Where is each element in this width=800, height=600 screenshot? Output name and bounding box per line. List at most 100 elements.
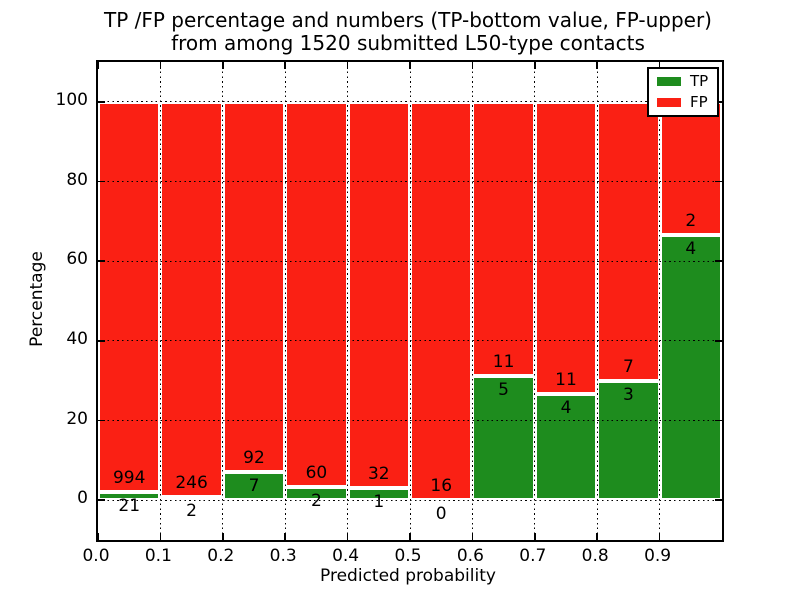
y-tick-mark xyxy=(98,340,105,342)
bar-segment-fp xyxy=(160,101,223,497)
bar-tp-count: 4 xyxy=(560,397,572,418)
bar-segment-tp xyxy=(597,380,660,501)
x-tick-mark xyxy=(409,533,411,540)
bar-segment-tp xyxy=(285,487,348,501)
x-tick-mark xyxy=(159,533,162,540)
gridline-x xyxy=(159,62,161,540)
bar-tp-count: 4 xyxy=(685,238,697,259)
legend-swatch-tp xyxy=(657,77,681,86)
bar-segment-fp xyxy=(410,101,473,501)
x-tick-mark xyxy=(346,533,349,540)
x-tick-mark-top xyxy=(596,62,598,69)
bar-segment-tp xyxy=(347,488,410,501)
chart-title-line1: TP /FP percentage and numbers (TP-bottom… xyxy=(104,8,712,32)
bar-tp-count: 2 xyxy=(310,491,322,512)
bar-fp-count: 2 xyxy=(685,210,697,231)
x-tick-mark-top xyxy=(346,62,349,69)
y-tick-label: 20 xyxy=(66,408,88,429)
y-tick-mark-right xyxy=(715,180,722,183)
x-tick-mark-top xyxy=(658,62,661,69)
x-tick-label: 0.3 xyxy=(269,546,297,566)
bar-segment-tp xyxy=(472,375,535,501)
x-tick-mark-top xyxy=(159,62,162,69)
bar-segment-fp xyxy=(659,101,722,235)
x-tick-mark-top xyxy=(534,62,536,69)
x-tick-mark xyxy=(284,533,286,540)
bar-tp-count: 3 xyxy=(622,384,634,405)
x-tick-mark xyxy=(471,533,474,540)
y-tick-mark xyxy=(98,180,105,183)
gridline-x xyxy=(284,62,286,540)
x-tick-mark-top xyxy=(409,62,411,69)
y-axis-title: Percentage xyxy=(27,251,47,347)
gridline-x xyxy=(222,62,224,540)
legend-label-fp: FP xyxy=(690,93,708,111)
x-tick-mark-top xyxy=(222,62,224,69)
y-tick-mark-right xyxy=(715,340,722,342)
bar-tp-count: 7 xyxy=(248,476,260,496)
x-tick-mark xyxy=(658,533,661,540)
bar-fp-count: 16 xyxy=(430,476,453,497)
bar-tp-count: 1 xyxy=(373,492,385,513)
bar-fp-count: 994 xyxy=(112,467,146,488)
bar-fp-count: 11 xyxy=(555,369,577,390)
x-tick-label: 0.9 xyxy=(644,546,672,566)
bar-segment-fp xyxy=(285,101,348,488)
bar-fp-count: 7 xyxy=(622,356,634,377)
x-tick-label: 0.2 xyxy=(207,546,235,566)
bar-segment-tp xyxy=(534,393,598,501)
x-tick-mark xyxy=(97,533,99,540)
bar-segment-tp xyxy=(659,234,722,501)
y-tick-mark xyxy=(98,419,105,422)
bar-segment-fp xyxy=(98,101,161,492)
bar-tp-count: 0 xyxy=(435,504,447,525)
legend-item-tp: TP xyxy=(657,74,708,89)
y-tick-mark-right xyxy=(715,260,722,262)
y-tick-label: 0 xyxy=(77,488,88,509)
gridline-x xyxy=(471,62,473,540)
x-tick-label: 0.0 xyxy=(82,546,110,566)
x-axis-title: Predicted probability xyxy=(320,566,496,586)
legend-label-tp: TP xyxy=(690,72,709,90)
bar-segment-fp xyxy=(597,101,660,381)
bar-tp-count: 5 xyxy=(498,379,509,400)
x-tick-label: 0.7 xyxy=(519,546,547,566)
x-tick-label: 0.4 xyxy=(332,546,360,566)
x-tick-mark xyxy=(534,533,536,540)
legend-item-fp: FP xyxy=(657,95,708,110)
bar-segment-fp xyxy=(472,101,535,376)
x-tick-mark-top xyxy=(471,62,474,69)
gridline-x xyxy=(659,62,661,540)
legend: TP FP xyxy=(647,67,720,117)
x-tick-mark-top xyxy=(284,62,286,69)
gridline-x xyxy=(347,62,349,540)
y-tick-mark-right xyxy=(715,419,722,422)
gridline-x xyxy=(534,62,536,540)
y-tick-label: 60 xyxy=(66,249,88,270)
bar-fp-count: 11 xyxy=(492,351,515,372)
bar-segment-fp xyxy=(222,101,286,472)
bar-segment-fp xyxy=(347,101,410,489)
bar-fp-count: 246 xyxy=(175,472,208,493)
x-tick-mark xyxy=(222,533,224,540)
y-tick-label: 40 xyxy=(66,328,88,349)
x-tick-label: 0.5 xyxy=(394,546,422,566)
bar-fp-count: 60 xyxy=(305,463,328,484)
bar-segment-fp xyxy=(534,101,598,394)
bar-tp-count: 2 xyxy=(186,500,197,521)
gridline-x xyxy=(409,62,411,540)
y-tick-label: 80 xyxy=(66,169,88,190)
bar-tp-count: 21 xyxy=(118,495,141,516)
plot-area: 994 21 246 2 92 7 60 2 32 1 16 0 11 5 11 4 7 3 2 4 TP FP xyxy=(96,60,724,542)
y-tick-mark xyxy=(98,101,105,103)
legend-swatch-fp xyxy=(657,98,681,107)
y-tick-mark xyxy=(98,260,105,262)
y-tick-label: 100 xyxy=(55,89,88,110)
chart-title-line2: from among 1520 submitted L50-type conta… xyxy=(171,31,645,55)
chart-title: TP /FP percentage and numbers (TP-bottom… xyxy=(96,9,720,55)
bar-segment-tp xyxy=(222,472,286,501)
bar-fp-count: 32 xyxy=(367,464,390,485)
gridline-x xyxy=(596,62,598,540)
bar-fp-count: 92 xyxy=(243,448,265,468)
